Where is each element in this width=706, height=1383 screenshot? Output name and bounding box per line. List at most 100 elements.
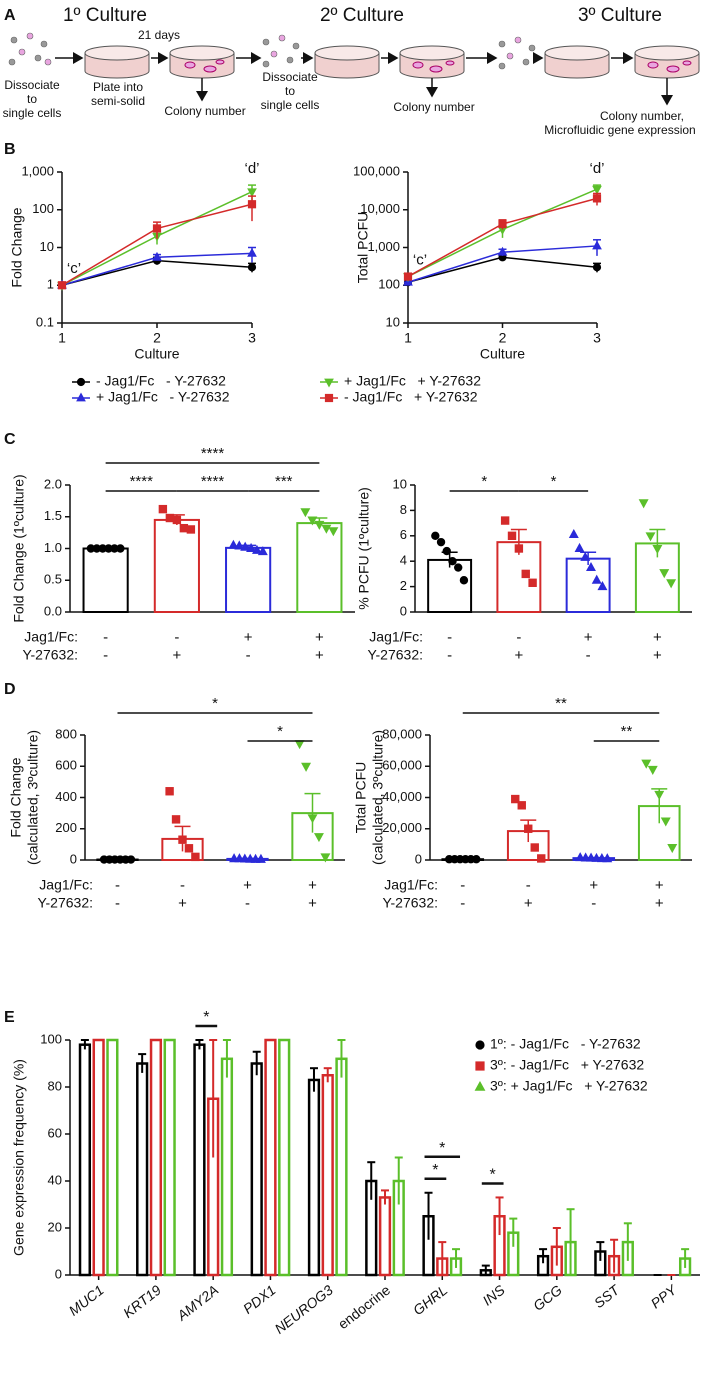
point (228, 539, 239, 549)
condition-label: Jag1/Fc: (384, 877, 438, 893)
x-axis-title: Culture (134, 346, 179, 362)
step-text: Plate into (93, 80, 143, 94)
y-tick-label: 200 (55, 820, 77, 835)
readout-text: Microfluidic gene expression (544, 123, 695, 137)
arrows (55, 52, 673, 106)
cells (8, 32, 536, 70)
legend-label: - Jag1/Fc - Y-27632 (96, 373, 226, 389)
significance-label: * (551, 473, 557, 490)
legend-label: - Jag1/Fc + Y-27632 (344, 389, 478, 405)
step-text: Dissociate (4, 78, 60, 92)
point (191, 852, 200, 862)
point (645, 532, 656, 542)
point (307, 516, 318, 526)
point (602, 853, 613, 863)
point (592, 263, 602, 272)
readout-text: Colony number (164, 104, 245, 118)
condition-value: + (308, 877, 317, 894)
point (165, 787, 174, 796)
significance-label: * (212, 695, 218, 712)
point (647, 765, 658, 775)
bar (321, 1074, 334, 1277)
y-tick-label: 100,000 (353, 163, 400, 178)
point (667, 844, 678, 854)
point (591, 574, 602, 584)
condition-value: + (178, 895, 187, 912)
y-tick-label: 60,000 (382, 758, 422, 773)
condition-value: + (243, 877, 252, 894)
dish (314, 45, 380, 79)
condition-value: - (447, 647, 452, 664)
point (126, 855, 136, 864)
x-tick-label: SST (591, 1281, 623, 1311)
bar (153, 518, 200, 613)
point (592, 185, 602, 195)
bar (149, 1038, 163, 1277)
bar (193, 1043, 206, 1277)
step-text: single cells (261, 98, 320, 112)
y-tick-label: 0 (400, 603, 407, 618)
point (300, 508, 311, 518)
bar (92, 1038, 105, 1277)
point (514, 544, 524, 553)
bar (278, 1038, 291, 1277)
annotation: ‘d’ (589, 160, 604, 177)
y-tick-label: 2 (400, 578, 407, 593)
point (234, 540, 245, 550)
significance-label: **** (130, 473, 154, 490)
panel-label: E (4, 1009, 15, 1026)
y-tick-label: 6 (400, 527, 407, 542)
y-tick-label: 800 (55, 726, 77, 741)
dish (544, 45, 610, 79)
bar (163, 1038, 176, 1277)
x-tick-label: KRT19 (120, 1282, 164, 1321)
point (172, 515, 182, 525)
y-tick-label: 80,000 (382, 726, 422, 741)
y-tick-label: 10,000 (360, 201, 400, 216)
step-text: semi-solid (91, 94, 145, 108)
condition-value: + (315, 629, 324, 646)
bar (307, 1078, 321, 1277)
x-axis-title: Culture (480, 346, 525, 362)
legend-marker (474, 1080, 486, 1091)
point (116, 544, 125, 553)
condition-value: + (308, 895, 317, 912)
dish (169, 45, 235, 79)
readout-text: Colony number, (600, 109, 684, 123)
legend-marker (76, 377, 86, 387)
bar (82, 547, 129, 613)
significance-label: * (203, 1009, 209, 1026)
point (403, 272, 413, 281)
point (592, 240, 602, 250)
y-tick-label: 0.0 (44, 603, 62, 618)
y-axis-title: Fold Change (9, 207, 25, 287)
step-text: single cells (3, 106, 62, 120)
point (307, 814, 318, 824)
bar (335, 1057, 348, 1277)
point (517, 801, 526, 810)
point (247, 188, 257, 198)
point (660, 817, 671, 827)
point (321, 524, 332, 534)
y-tick-label: 2.0 (44, 476, 62, 491)
y-tick-label: 60 (48, 1125, 62, 1140)
y-tick-label: 0 (55, 1266, 62, 1281)
y-tick-label: 40 (48, 1172, 62, 1187)
y-tick-label: 1.0 (44, 540, 62, 555)
point (247, 247, 257, 257)
condition-value: - (460, 877, 465, 894)
point (472, 855, 481, 864)
y-tick-label: 0 (415, 851, 422, 866)
y-tick-label: 4 (400, 553, 407, 568)
significance-label: * (439, 1140, 445, 1157)
x-tick-label: 3 (593, 330, 601, 346)
bar (378, 1196, 392, 1277)
point (152, 224, 162, 233)
point (586, 561, 596, 572)
readout-text: Colony number (393, 100, 474, 114)
y-tick-label: 100 (378, 277, 400, 292)
y-tick-label: 1,000 (21, 163, 54, 178)
y-axis-title: (calculated, 3ºculture) (25, 730, 41, 865)
y-tick-label: 100 (40, 1031, 62, 1046)
